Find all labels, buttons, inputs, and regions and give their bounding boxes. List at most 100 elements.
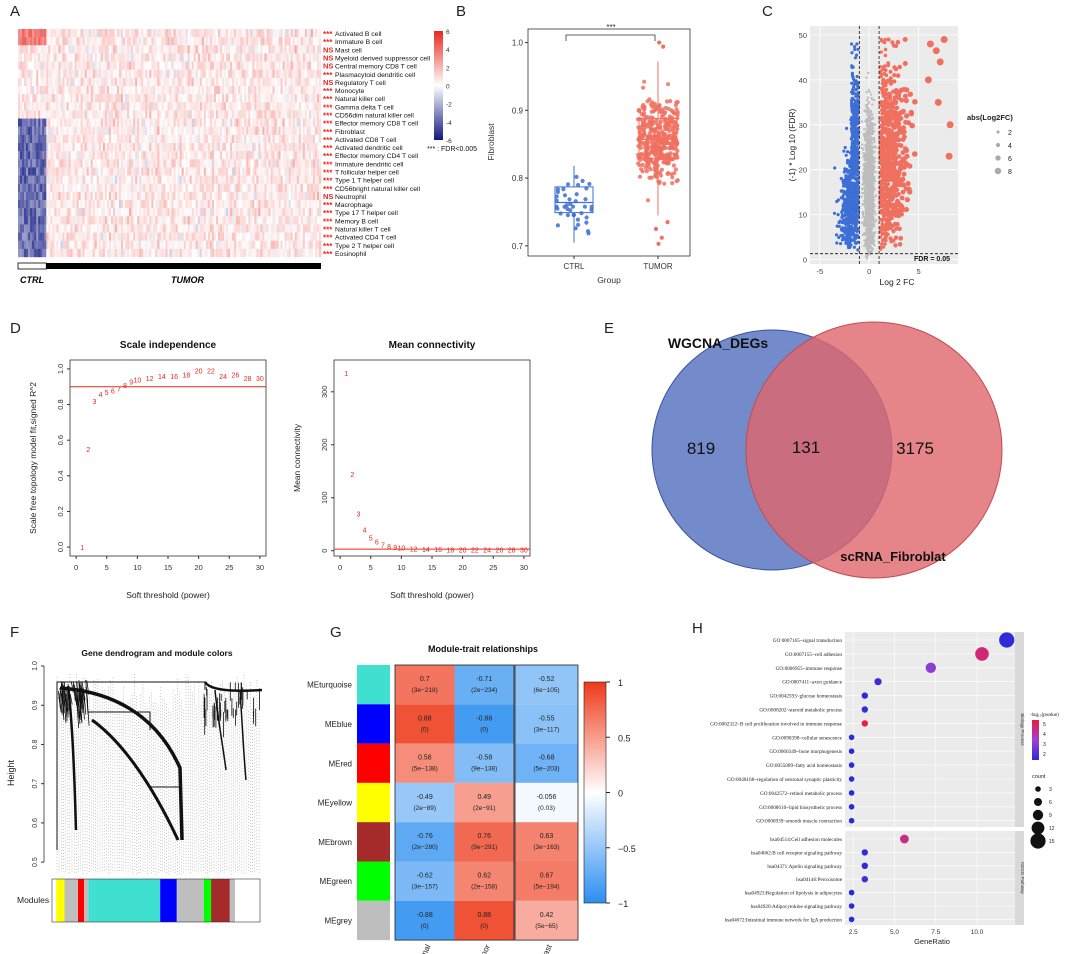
heatmap-cell [90, 53, 94, 62]
heatmap-cell [175, 110, 178, 119]
heatmap-cell [304, 77, 308, 87]
heatmap-cell [82, 61, 85, 70]
heatmap-cell [175, 216, 178, 225]
heatmap-cell [76, 29, 79, 38]
heatmap-cell [250, 53, 253, 62]
heatmap-cell [302, 232, 306, 241]
heatmap-cell [165, 183, 168, 193]
heatmap-cell [157, 118, 160, 127]
heatmap-cell [72, 69, 75, 79]
heatmap-cell [82, 208, 85, 217]
heatmap-cell [34, 77, 37, 87]
heatmap-cell [44, 69, 47, 79]
panel-letter-g: G [330, 624, 342, 641]
heatmap-row-label: Plasmacytoid dendritic cell [335, 72, 416, 79]
heatmap-cell [316, 94, 320, 103]
heatmap-cell [56, 134, 59, 144]
heatmap-cell [296, 37, 300, 46]
heatmap-cell [121, 191, 124, 201]
heatmap-cell [284, 167, 287, 176]
heatmap-cell [209, 45, 213, 54]
heatmap-cell [145, 159, 148, 168]
heatmap-cell [34, 151, 37, 160]
heatmap-cell [74, 110, 77, 119]
heatmap-cell [102, 232, 106, 241]
heatmap-cell [123, 134, 126, 144]
heatmap-cell [151, 183, 154, 193]
heatmap-cell [157, 159, 160, 168]
heatmap-cell [153, 77, 156, 87]
heatmap-cell [62, 143, 65, 152]
heatmap-cell [116, 37, 120, 46]
heatmap-cell [179, 224, 182, 233]
heatmap-cell [183, 208, 186, 217]
heatmap-cell [316, 216, 320, 225]
heatmap-cell [179, 69, 182, 79]
heatmap-cell [102, 159, 106, 168]
heatmap-cell [284, 208, 287, 217]
heatmap-cell [96, 37, 100, 46]
heatmap-cell [300, 191, 304, 201]
heatmap-cell [226, 224, 229, 233]
heatmap-cell [28, 200, 31, 209]
heatmap-cell [24, 69, 27, 79]
heatmap-cell [80, 143, 83, 152]
heatmap-cell [110, 191, 114, 201]
heatmap-cell [30, 45, 33, 54]
heatmap-cell [60, 183, 63, 193]
colorbar-tick: 6 [446, 29, 450, 36]
heatmap-cell [133, 53, 136, 62]
heatmap-cell [92, 29, 96, 38]
heatmap-cell [76, 175, 79, 184]
heatmap-cell [18, 143, 21, 152]
heatmap-cell [123, 61, 126, 70]
heatmap-cell [177, 232, 180, 241]
heatmap-cell [80, 191, 83, 201]
heatmap-cell [56, 175, 59, 184]
heatmap-cell [246, 61, 249, 70]
heatmap-cell [153, 167, 156, 176]
heatmap-cell [100, 29, 104, 38]
heatmap-cell [171, 45, 174, 54]
heatmap-cell [278, 134, 281, 144]
heatmap-cell [135, 86, 138, 95]
heatmap-cell [74, 29, 77, 38]
heatmap-cell [199, 86, 203, 95]
heatmap-cell [125, 37, 128, 46]
heatmap-cell [282, 191, 285, 201]
heatmap-cells [18, 29, 322, 258]
heatmap-cell [260, 240, 263, 250]
heatmap-cell [143, 110, 146, 119]
heatmap-cell [238, 167, 241, 176]
heatmap-cell [68, 224, 71, 233]
heatmap-cell [54, 208, 57, 217]
heatmap-cell [266, 102, 269, 111]
heatmap-cell [264, 159, 267, 168]
heatmap-cell [28, 232, 31, 241]
heatmap-cell [266, 86, 269, 95]
heatmap-cell [167, 77, 170, 87]
heatmap-cell [141, 110, 144, 119]
heatmap-cell [22, 248, 25, 258]
heatmap-cell [244, 29, 247, 38]
heatmap-cell [76, 143, 79, 152]
heatmap-cell [258, 37, 261, 46]
heatmap-cell [228, 94, 231, 103]
heatmap-cell [56, 248, 59, 258]
heatmap-cell [149, 167, 152, 176]
heatmap-cell [290, 191, 294, 201]
heatmap-cell [64, 159, 67, 168]
heatmap-cell [80, 86, 83, 95]
heatmap-cell [159, 175, 162, 184]
heatmap-cell [310, 37, 314, 46]
heatmap-cell [163, 29, 166, 38]
data-point [673, 125, 678, 130]
heatmap-cell [133, 134, 136, 144]
heatmap-cell [108, 175, 112, 184]
heatmap-cell [197, 37, 201, 46]
heatmap-cell [236, 248, 239, 258]
heatmap-cell [94, 175, 98, 184]
heatmap-cell [32, 45, 35, 54]
heatmap-cell [50, 77, 53, 87]
heatmap-cell [92, 110, 96, 119]
